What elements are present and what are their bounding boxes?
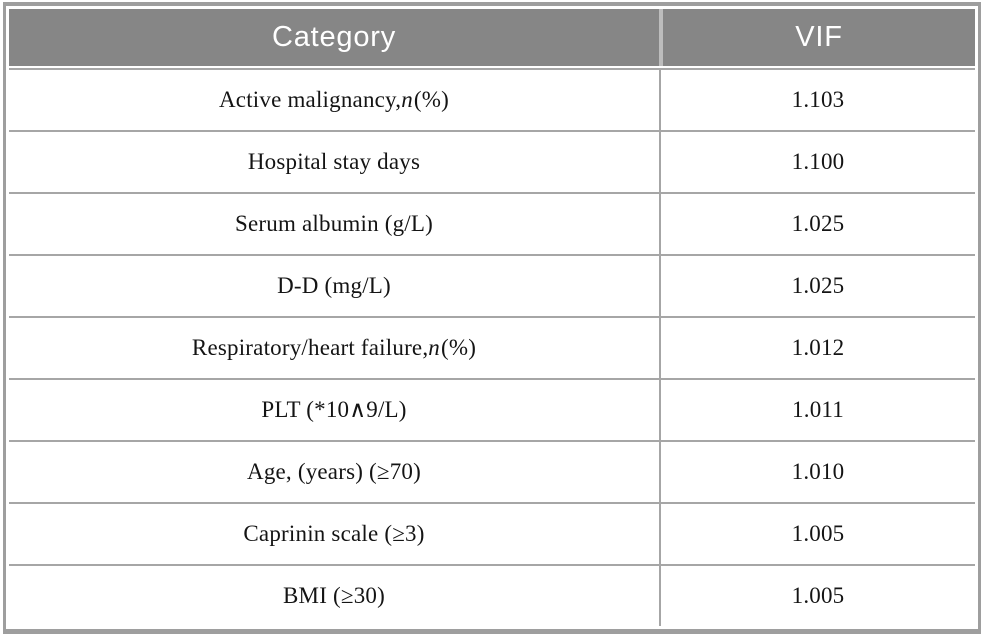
vif-cell: 1.100 xyxy=(791,149,845,174)
category-cell: Age, (years) (≥70) xyxy=(9,442,661,502)
header-cell-vif: VIF xyxy=(663,9,975,66)
table-body: Active malignancy, n (%) 1.103 Hospital … xyxy=(9,68,975,626)
vif-cell: 1.005 xyxy=(791,583,845,608)
table-row: Respiratory/heart failure, n (%) 1.012 xyxy=(9,316,975,378)
table-row: Hospital stay days 1.100 xyxy=(9,130,975,192)
table-row: Age, (years) (≥70) 1.010 xyxy=(9,440,975,502)
table-header: Category VIF xyxy=(9,9,975,66)
header-cell-category: Category xyxy=(9,9,659,66)
vif-table: Category VIF Active malignancy, n (%) 1.… xyxy=(3,2,981,634)
vif-cell: 1.025 xyxy=(791,211,845,236)
category-cell: Respiratory/heart failure, n (%) xyxy=(9,318,661,378)
vif-cell: 1.012 xyxy=(791,335,845,360)
category-cell: D-D (mg/L) xyxy=(9,256,661,316)
category-cell: Active malignancy, n (%) xyxy=(9,70,661,130)
table-row: BMI (≥30) 1.005 xyxy=(9,564,975,626)
category-cell: PLT (*10∧9/L) xyxy=(9,380,661,440)
category-cell: Serum albumin (g/L) xyxy=(9,194,661,254)
table-row: Serum albumin (g/L) 1.025 xyxy=(9,192,975,254)
vif-cell: 1.025 xyxy=(791,273,845,298)
vif-cell: 1.010 xyxy=(791,459,845,484)
vif-cell: 1.103 xyxy=(791,87,845,112)
vif-cell: 1.011 xyxy=(792,397,844,422)
table-row: D-D (mg/L) 1.025 xyxy=(9,254,975,316)
table-row: PLT (*10∧9/L) 1.011 xyxy=(9,378,975,440)
vif-cell: 1.005 xyxy=(791,521,845,546)
category-cell: Caprinin scale (≥3) xyxy=(9,504,661,564)
table-row: Caprinin scale (≥3) 1.005 xyxy=(9,502,975,564)
table-row: Active malignancy, n (%) 1.103 xyxy=(9,68,975,130)
category-cell: BMI (≥30) xyxy=(9,566,661,626)
category-cell: Hospital stay days xyxy=(9,132,661,192)
